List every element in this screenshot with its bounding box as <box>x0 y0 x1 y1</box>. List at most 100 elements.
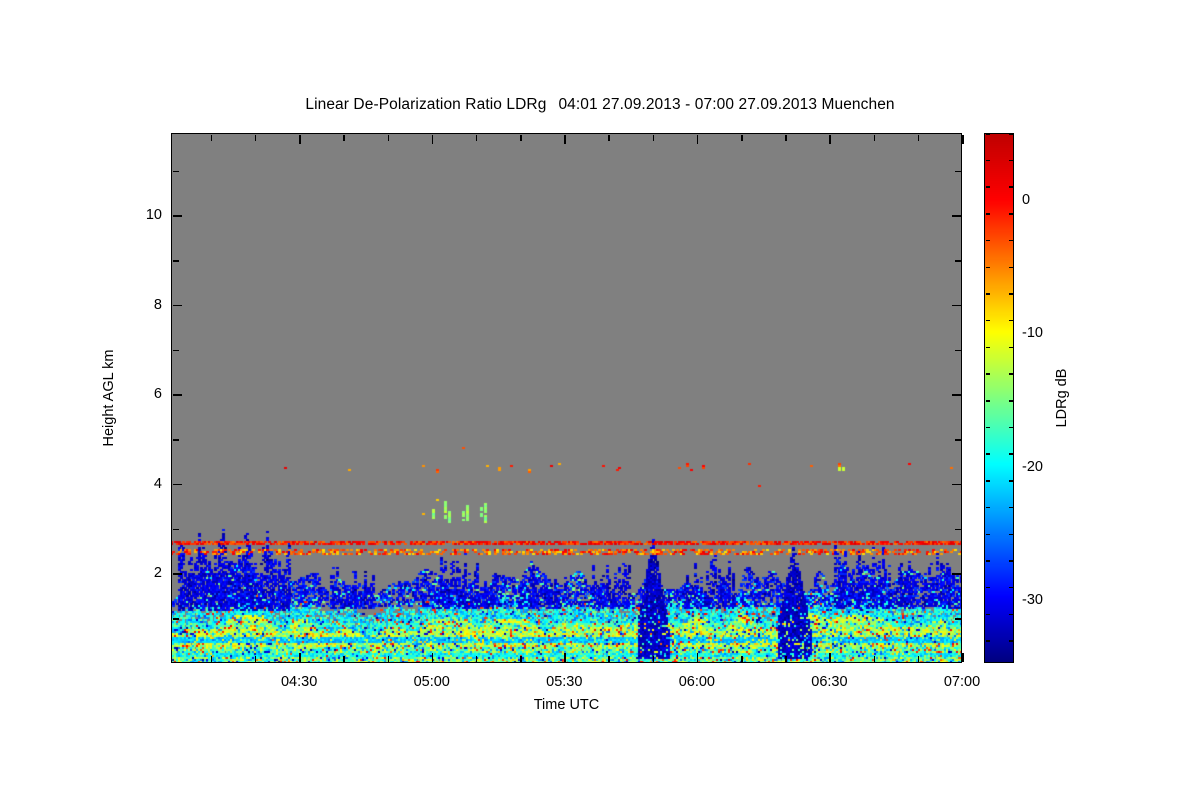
cb-tick--9 <box>985 319 990 322</box>
cb-tick-5 <box>985 133 990 135</box>
colorbar-tick-label-1: -10 <box>1022 325 1043 342</box>
x-tick-19 <box>254 134 257 141</box>
x-tick-99 <box>608 134 610 141</box>
x-tick-top-129 <box>741 655 743 662</box>
x-tick-top-109 <box>652 655 655 662</box>
chart-title-range: 04:01 27.09.2013 - 07:00 27.09.2013 Muen… <box>558 96 895 113</box>
y-tick-right-11 <box>954 170 961 173</box>
x-tick-149 <box>829 134 831 144</box>
cb-tick--23 <box>985 506 990 509</box>
cb-tick--3 <box>985 239 990 242</box>
x-tick-59 <box>431 134 434 144</box>
cb-tick-l--9 <box>1008 319 1013 322</box>
x-tick-label-1: 05:00 <box>413 674 450 690</box>
cb-tick--11 <box>985 346 990 349</box>
y-tick-right-7 <box>954 349 961 352</box>
cb-tick-l--1 <box>1008 213 1013 215</box>
x-tick-39 <box>343 134 345 141</box>
y-tick-5 <box>172 439 179 441</box>
cb-tick--31 <box>985 613 990 616</box>
x-tick-129 <box>741 134 743 141</box>
y-tick-6 <box>172 394 182 396</box>
heatmap-canvas <box>171 133 962 663</box>
cb-tick--17 <box>985 426 990 429</box>
cb-tick-l--21 <box>1008 480 1013 482</box>
y-tick-11 <box>172 170 179 173</box>
x-tick-top-9 <box>210 655 213 662</box>
y-tick-right-6 <box>951 394 961 396</box>
cb-tick--25 <box>985 533 990 535</box>
cb-tick-1 <box>985 186 990 188</box>
cb-tick-l--31 <box>1008 613 1013 616</box>
cb-tick-l--11 <box>1008 346 1013 349</box>
y-tick-right-8 <box>951 304 961 307</box>
x-tick-top-59 <box>431 652 434 662</box>
y-tick-right-1 <box>954 618 961 620</box>
x-tick-label-2: 05:30 <box>546 674 583 690</box>
y-tick-7 <box>172 349 179 352</box>
cb-tick-3 <box>985 159 990 162</box>
cb-tick-l--7 <box>1008 293 1013 295</box>
cb-tick-l-3 <box>1008 159 1013 162</box>
x-tick-top-159 <box>873 655 876 662</box>
cb-tick--13 <box>985 373 990 375</box>
x-tick-top-149 <box>829 652 831 662</box>
plot-area <box>171 133 962 663</box>
x-tick-top-69 <box>475 655 478 662</box>
colorbar-label: LDRg dB <box>1054 368 1070 428</box>
x-tick-49 <box>387 134 390 141</box>
x-tick-top-169 <box>917 655 920 662</box>
x-tick-139 <box>785 134 787 141</box>
x-tick-top-29 <box>299 652 301 662</box>
y-tick-label-4: 4 <box>153 475 162 492</box>
y-tick-right-10 <box>951 215 961 217</box>
x-tick-top-99 <box>608 655 610 662</box>
x-tick-top-139 <box>785 655 787 662</box>
x-tick-79 <box>520 134 522 141</box>
cb-tick--27 <box>985 560 990 562</box>
chart-title-main: Linear De-Polarization Ratio LDRg <box>305 96 547 113</box>
cb-tick--15 <box>985 400 990 402</box>
x-tick-top-79 <box>520 655 522 662</box>
x-tick-top-179 <box>962 652 964 662</box>
cb-tick--29 <box>985 586 990 589</box>
y-tick-right-3 <box>954 528 961 531</box>
cb-tick-l--23 <box>1008 506 1013 509</box>
y-tick-2 <box>172 573 182 575</box>
cb-tick--5 <box>985 266 990 268</box>
x-tick-label-5: 07:00 <box>943 674 981 690</box>
y-tick-9 <box>172 260 179 262</box>
x-tick-29 <box>299 134 301 144</box>
y-tick-label-8: 8 <box>153 296 162 313</box>
x-tick-top-119 <box>696 652 699 662</box>
x-tick-119 <box>696 134 699 144</box>
y-tick-10 <box>172 215 182 217</box>
chart-title: Linear De-Polarization Ratio LDRg 04:01 2… <box>0 96 1200 114</box>
cb-tick-l--29 <box>1008 586 1013 589</box>
cb-tick-l--27 <box>1008 560 1013 562</box>
cb-tick-l-5 <box>1008 133 1013 135</box>
cb-tick-l--33 <box>1008 640 1013 642</box>
colorbar-tick-label-0: 0 <box>1022 191 1031 208</box>
y-tick-label-2: 2 <box>153 565 162 582</box>
y-tick-right-5 <box>954 439 961 441</box>
cb-tick-l--17 <box>1008 426 1013 429</box>
cb-tick-l--15 <box>1008 400 1013 402</box>
cb-tick-l--25 <box>1008 533 1013 535</box>
cb-tick-l--19 <box>1008 453 1013 455</box>
x-tick-179 <box>962 134 964 144</box>
y-tick-right-4 <box>951 483 961 486</box>
x-tick-89 <box>564 134 566 144</box>
x-tick-top-19 <box>254 655 257 662</box>
y-tick-right-9 <box>954 260 961 262</box>
y-tick-1 <box>172 618 179 620</box>
y-tick-label-6: 6 <box>153 386 162 403</box>
cb-tick-l-1 <box>1008 186 1013 188</box>
y-tick-8 <box>172 304 182 307</box>
x-tick-label-0: 04:30 <box>280 674 318 690</box>
x-tick-169 <box>917 134 920 141</box>
x-tick-9 <box>210 134 213 141</box>
x-axis-label: Time UTC <box>533 697 600 713</box>
cb-tick--1 <box>985 213 990 215</box>
